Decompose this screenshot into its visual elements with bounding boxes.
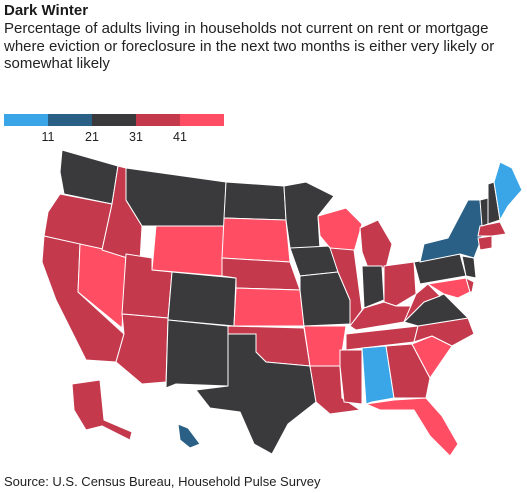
legend-swatch-3 [92, 114, 136, 126]
state-de[interactable] [465, 277, 475, 293]
state-me[interactable] [493, 161, 523, 221]
legend-tick-31: 31 [129, 130, 143, 144]
state-tx[interactable] [195, 333, 317, 455]
state-nd[interactable] [223, 181, 287, 221]
state-wi[interactable] [317, 207, 363, 253]
state-oh[interactable] [383, 261, 417, 307]
state-mn[interactable] [283, 181, 335, 251]
state-nm[interactable] [165, 319, 229, 389]
state-al[interactable] [361, 345, 395, 405]
legend: 11 21 31 41 [4, 114, 226, 146]
state-hi[interactable] [177, 423, 201, 449]
legend-tick-11: 11 [41, 130, 55, 144]
state-wv[interactable] [403, 283, 441, 323]
state-fl[interactable] [365, 397, 459, 457]
state-in[interactable] [361, 265, 385, 309]
map-title: Dark Winter [4, 2, 89, 19]
legend-tick-21: 21 [85, 130, 99, 144]
legend-swatch-5 [180, 114, 224, 126]
state-co[interactable] [167, 271, 237, 327]
legend-swatch-1 [4, 114, 48, 126]
legend-swatch-2 [48, 114, 92, 126]
source-note: Source: U.S. Census Bureau, Household Pu… [4, 474, 321, 489]
state-wy[interactable] [151, 225, 225, 277]
state-mt[interactable] [125, 167, 227, 227]
legend-tick-41: 41 [173, 130, 187, 144]
legend-swatch-4 [136, 114, 180, 126]
state-mi[interactable] [359, 219, 393, 269]
state-az[interactable] [115, 313, 169, 385]
state-ny[interactable] [419, 199, 485, 263]
state-ct[interactable] [477, 235, 493, 251]
state-ky[interactable] [349, 301, 415, 331]
map-subtitle: Percentage of adults living in household… [4, 20, 495, 72]
state-sd[interactable] [221, 217, 291, 263]
state-ks[interactable] [233, 287, 305, 327]
state-md[interactable] [427, 277, 471, 299]
state-ak[interactable] [71, 379, 133, 441]
us-choropleth-map [41, 149, 523, 457]
state-ms[interactable] [339, 349, 363, 405]
state-vt[interactable] [479, 197, 489, 227]
